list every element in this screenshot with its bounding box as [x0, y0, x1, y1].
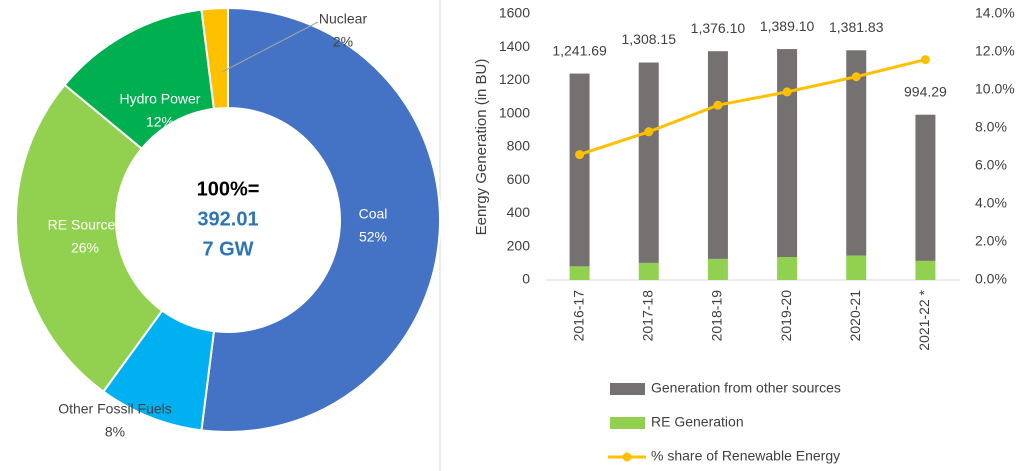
line-point — [713, 100, 723, 110]
y-tick-label: 0 — [522, 271, 530, 287]
slice-label: RE Sources — [48, 217, 123, 233]
slice-value: 8% — [105, 424, 125, 440]
bar — [569, 266, 590, 280]
y2-tick-label: 14.0% — [975, 5, 1015, 21]
x-tick-label: 2017-18 — [639, 290, 655, 342]
center-text: 7 GW — [202, 238, 253, 260]
bar — [846, 255, 867, 280]
x-tick-label: 2016-17 — [570, 290, 586, 342]
y2-tick-label: 10.0% — [975, 81, 1015, 97]
line — [579, 58, 926, 157]
legend-swatch — [610, 383, 645, 395]
bar — [846, 50, 867, 256]
slice-label: Coal — [359, 206, 388, 222]
legend-swatch — [610, 417, 645, 429]
total-label: 1,308.15 — [622, 31, 677, 47]
x-tick-label: 2021-22 * — [916, 289, 932, 350]
slice-value: 52% — [359, 229, 387, 245]
x-tick-label: 2019-20 — [778, 290, 794, 342]
y-tick-label: 1200 — [499, 71, 530, 87]
bar — [707, 258, 728, 280]
bar — [777, 257, 798, 280]
line-point — [920, 55, 930, 65]
y2-tick-label: 8.0% — [975, 119, 1007, 135]
slice-value: 26% — [71, 240, 99, 256]
bar — [638, 262, 659, 280]
bar — [638, 62, 659, 263]
line-point — [575, 150, 585, 160]
total-label: 1,376.10 — [691, 20, 746, 36]
total-label: 1,389.10 — [760, 18, 815, 34]
total-label: 994.29 — [904, 83, 947, 99]
y-axis-title: Eenrgy Generation (in BU) — [473, 59, 490, 236]
bar — [569, 73, 590, 267]
legend-marker — [622, 452, 632, 462]
x-tick-label: 2020-21 — [847, 290, 863, 342]
y2-tick-label: 4.0% — [975, 195, 1007, 211]
donut-slice — [15, 83, 164, 393]
y2-tick-label: 12.0% — [975, 43, 1015, 59]
center-text: 100%= — [197, 178, 260, 200]
total-label: 1,381.83 — [829, 19, 884, 35]
slice-label: Nuclear — [319, 11, 368, 27]
y-tick-label: 1400 — [499, 38, 530, 54]
legend-label: % share of Renewable Energy — [651, 448, 840, 464]
x-tick-label: 2018-19 — [709, 290, 725, 342]
y2-tick-label: 2.0% — [975, 233, 1007, 249]
center-text: 392.01 — [197, 208, 258, 230]
slice-label: Other Fossil Fuels — [58, 401, 172, 417]
line-point — [851, 72, 861, 82]
line-point — [644, 127, 654, 137]
y-tick-label: 1600 — [499, 5, 530, 21]
y2-tick-label: 6.0% — [975, 157, 1007, 173]
bar — [915, 260, 936, 280]
y-tick-label: 1000 — [499, 104, 530, 120]
slice-value: 2% — [333, 34, 353, 50]
y-tick-label: 600 — [507, 171, 531, 187]
total-label: 1,241.69 — [552, 42, 607, 58]
donut-slice — [200, 6, 229, 111]
legend-label: RE Generation — [651, 414, 744, 430]
leader-line — [221, 21, 319, 73]
legend-label: Generation from other sources — [651, 380, 841, 396]
bar — [777, 49, 798, 258]
bar — [707, 51, 728, 259]
line-point — [782, 87, 792, 97]
y-tick-label: 800 — [507, 138, 531, 154]
donut-slice — [200, 6, 441, 433]
y-tick-label: 200 — [507, 237, 531, 253]
y2-tick-label: 0.0% — [975, 271, 1007, 287]
slice-value: 12% — [146, 114, 174, 130]
bar — [915, 114, 936, 261]
slice-label: Hydro Power — [120, 91, 201, 107]
y-tick-label: 400 — [507, 204, 531, 220]
